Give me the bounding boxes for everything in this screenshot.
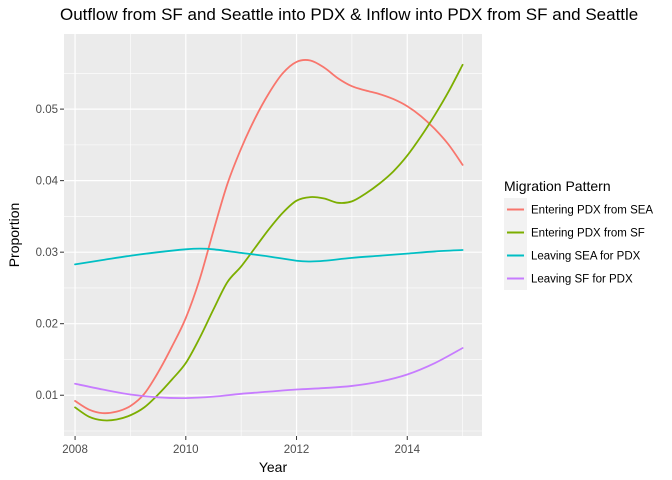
legend-title: Migration Pattern: [504, 178, 611, 194]
x-tick-label: 2012: [284, 444, 310, 456]
legend-items: Entering PDX from SEA Entering PDX from S…: [504, 198, 653, 290]
chart-title: Outflow from SF and Seattle into PDX & I…: [60, 5, 638, 24]
legend-item-entering-pdx-from-sf: Entering PDX from SF: [504, 221, 645, 244]
y-axis-title: Proportion: [6, 203, 22, 268]
x-tick-label: 2010: [173, 444, 199, 456]
x-axis-title: Year: [259, 459, 288, 475]
x-tick-label: 2014: [394, 444, 420, 456]
x-axis-tick-labels: 2008 2010 2012 2014: [62, 444, 420, 456]
major-gridlines: [64, 34, 482, 436]
legend-item-entering-pdx-from-sea: Entering PDX from SEA: [504, 198, 653, 221]
y-tick-label: 0.05: [36, 104, 58, 116]
series-line-entering-pdx-from-sea: [74, 59, 464, 415]
series-lines: [74, 59, 464, 422]
legend-item-leaving-sf-for-pdx: Leaving SF for PDX: [504, 267, 633, 290]
legend-label: Entering PDX from SEA: [531, 205, 653, 217]
legend-label: Leaving SEA for PDX: [531, 251, 641, 263]
series-line-leaving-sea-for-pdx: [74, 247, 464, 266]
axis-ticks: [60, 108, 408, 440]
plot-panel: [64, 34, 482, 436]
minor-gridlines: [64, 34, 482, 436]
legend: Migration Pattern Entering PDX from SEAE…: [504, 178, 653, 290]
y-tick-label: 0.04: [36, 176, 59, 188]
y-tick-label: 0.01: [36, 390, 58, 402]
y-tick-label: 0.02: [36, 319, 58, 331]
legend-item-leaving-sea-for-pdx: Leaving SEA for PDX: [504, 244, 641, 267]
series-line-leaving-sf-for-pdx: [74, 347, 464, 400]
x-tick-label: 2008: [62, 444, 88, 456]
legend-label: Entering PDX from SF: [531, 228, 645, 240]
series-line-entering-pdx-from-sf: [74, 63, 464, 422]
y-axis-tick-labels: 0.01 0.02 0.03 0.04 0.05: [36, 104, 59, 402]
y-tick-label: 0.03: [36, 247, 58, 259]
legend-label: Leaving SF for PDX: [531, 274, 633, 286]
